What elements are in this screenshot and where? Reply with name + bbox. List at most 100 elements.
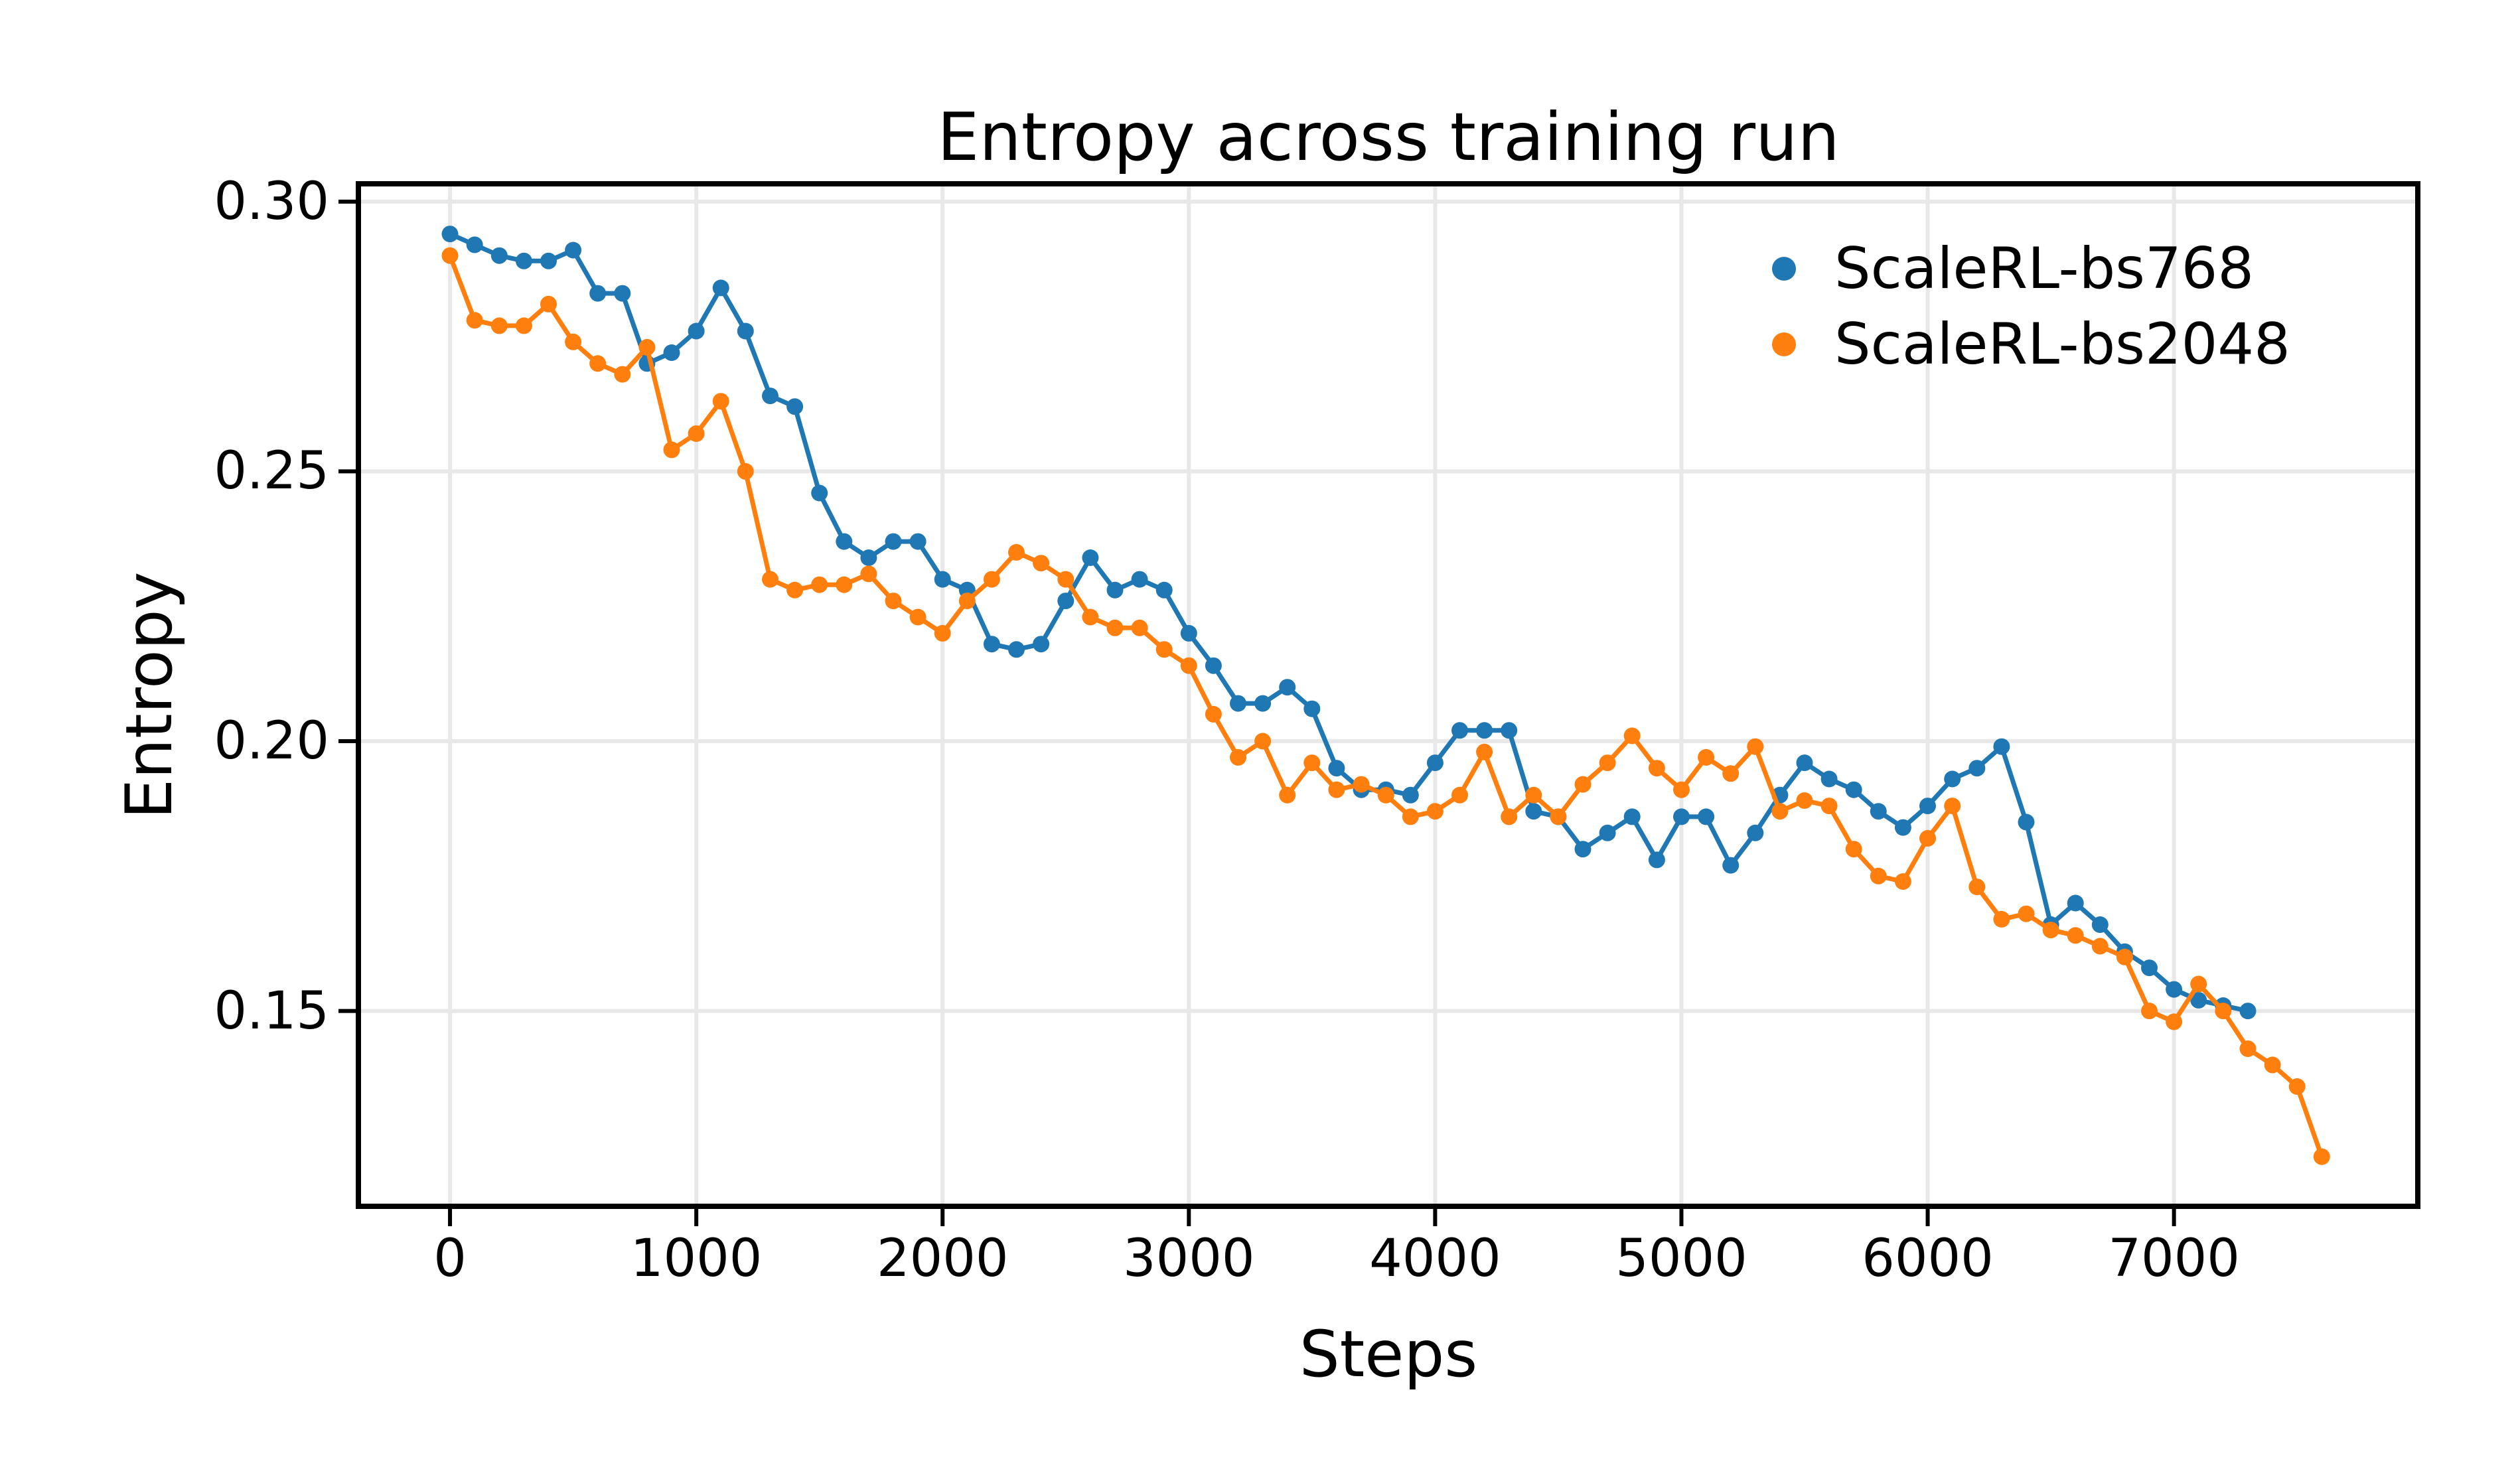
data-point-ScaleRL-bs768	[1698, 808, 1715, 825]
data-point-ScaleRL-bs2048	[1033, 555, 1050, 572]
data-point-ScaleRL-bs2048	[2239, 1040, 2257, 1057]
data-point-ScaleRL-bs768	[515, 252, 532, 269]
data-point-ScaleRL-bs768	[1919, 798, 1936, 815]
data-point-ScaleRL-bs2048	[1993, 910, 2010, 928]
data-point-ScaleRL-bs2048	[2018, 905, 2035, 922]
data-point-ScaleRL-bs768	[1230, 695, 1246, 712]
data-point-ScaleRL-bs2048	[565, 333, 582, 350]
data-point-ScaleRL-bs2048	[1377, 786, 1394, 804]
data-point-ScaleRL-bs768	[688, 322, 705, 340]
data-point-ScaleRL-bs768	[909, 533, 926, 550]
data-point-ScaleRL-bs2048	[1550, 808, 1567, 825]
x-tick-label-5000: 5000	[1615, 1229, 1747, 1289]
data-point-ScaleRL-bs768	[1155, 581, 1173, 599]
data-point-ScaleRL-bs2048	[712, 393, 729, 410]
data-point-ScaleRL-bs768	[983, 636, 1000, 653]
x-axis-label: Steps	[1299, 1317, 1478, 1391]
data-point-ScaleRL-bs2048	[1894, 873, 1911, 890]
data-point-ScaleRL-bs2048	[885, 593, 902, 610]
data-point-ScaleRL-bs768	[885, 533, 902, 550]
data-point-ScaleRL-bs2048	[1747, 738, 1764, 755]
data-point-ScaleRL-bs2048	[638, 338, 656, 356]
data-point-ScaleRL-bs2048	[2042, 922, 2059, 939]
data-point-ScaleRL-bs2048	[1106, 619, 1124, 636]
data-point-ScaleRL-bs2048	[1353, 776, 1370, 793]
data-point-ScaleRL-bs2048	[1082, 608, 1099, 626]
data-point-ScaleRL-bs768	[2239, 1003, 2257, 1020]
data-point-ScaleRL-bs768	[1574, 841, 1592, 858]
data-point-ScaleRL-bs2048	[737, 462, 754, 480]
data-point-ScaleRL-bs2048	[1328, 781, 1345, 798]
data-point-ScaleRL-bs768	[1944, 770, 1961, 788]
data-point-ScaleRL-bs768	[934, 571, 951, 588]
data-point-ScaleRL-bs2048	[1919, 829, 1936, 847]
data-point-ScaleRL-bs2048	[1574, 776, 1592, 793]
data-point-ScaleRL-bs2048	[909, 608, 926, 626]
data-point-ScaleRL-bs2048	[1131, 619, 1148, 636]
data-point-ScaleRL-bs768	[1993, 738, 2010, 755]
data-point-ScaleRL-bs2048	[466, 312, 483, 329]
data-point-ScaleRL-bs2048	[2313, 1148, 2330, 1165]
data-point-ScaleRL-bs2048	[1254, 733, 1272, 750]
data-point-ScaleRL-bs768	[786, 398, 804, 415]
data-point-ScaleRL-bs2048	[663, 441, 680, 459]
data-point-ScaleRL-bs2048	[1722, 765, 1740, 782]
data-point-ScaleRL-bs2048	[1796, 792, 1813, 809]
y-tick-label-0.20: 0.20	[214, 711, 329, 772]
data-point-ScaleRL-bs2048	[1008, 543, 1025, 561]
data-point-ScaleRL-bs768	[762, 388, 778, 405]
data-point-ScaleRL-bs768	[1968, 760, 1986, 777]
data-point-ScaleRL-bs768	[1328, 760, 1345, 777]
data-point-ScaleRL-bs2048	[1944, 798, 1961, 815]
data-point-ScaleRL-bs768	[1722, 857, 1740, 874]
data-point-ScaleRL-bs2048	[2067, 927, 2084, 944]
data-point-ScaleRL-bs768	[1845, 781, 1862, 798]
data-point-ScaleRL-bs768	[1673, 808, 1690, 825]
data-point-ScaleRL-bs768	[1501, 722, 1518, 739]
data-point-ScaleRL-bs2048	[1303, 754, 1321, 772]
data-point-ScaleRL-bs768	[2190, 991, 2207, 1009]
data-point-ScaleRL-bs768	[712, 279, 729, 297]
data-point-ScaleRL-bs2048	[1476, 743, 1493, 760]
data-point-ScaleRL-bs768	[614, 285, 631, 302]
data-point-ScaleRL-bs2048	[1180, 657, 1197, 674]
data-point-ScaleRL-bs768	[737, 322, 754, 340]
data-point-ScaleRL-bs2048	[1599, 754, 1616, 772]
x-tick-label-7000: 7000	[2108, 1229, 2240, 1289]
x-tick-label-2000: 2000	[876, 1229, 1009, 1289]
data-point-ScaleRL-bs2048	[540, 295, 557, 313]
data-point-ScaleRL-bs768	[1796, 754, 1813, 772]
data-point-ScaleRL-bs2048	[934, 624, 951, 642]
legend-item-bs2048: ScaleRL-bs2048	[1772, 316, 2290, 373]
data-point-ScaleRL-bs768	[1894, 819, 1911, 836]
x-tick-label-0: 0	[433, 1229, 467, 1289]
data-point-ScaleRL-bs2048	[1279, 786, 1296, 804]
data-point-ScaleRL-bs768	[1648, 851, 1665, 869]
data-point-ScaleRL-bs768	[1747, 824, 1764, 841]
legend: ScaleRL-bs768 ScaleRL-bs2048	[1772, 240, 2290, 373]
data-point-ScaleRL-bs2048	[515, 317, 532, 334]
legend-item-bs768: ScaleRL-bs768	[1772, 240, 2290, 297]
data-point-ScaleRL-bs2048	[614, 366, 631, 383]
y-axis-label: Entropy	[112, 571, 186, 819]
data-point-ScaleRL-bs768	[1870, 803, 1887, 820]
x-tick-label-6000: 6000	[1862, 1229, 1994, 1289]
data-point-ScaleRL-bs2048	[1673, 781, 1690, 798]
data-point-ScaleRL-bs2048	[1771, 803, 1789, 820]
data-point-ScaleRL-bs768	[860, 549, 877, 566]
data-point-ScaleRL-bs768	[1279, 679, 1296, 696]
data-point-ScaleRL-bs2048	[1845, 841, 1862, 858]
legend-label-bs2048: ScaleRL-bs2048	[1834, 311, 2290, 378]
data-point-ScaleRL-bs2048	[1230, 748, 1246, 766]
data-point-ScaleRL-bs2048	[2141, 1003, 2158, 1020]
data-point-ScaleRL-bs2048	[688, 425, 705, 442]
data-point-ScaleRL-bs2048	[1155, 641, 1173, 658]
data-point-ScaleRL-bs2048	[2288, 1078, 2306, 1095]
legend-marker-bs768-icon	[1772, 257, 1796, 281]
x-tick-label-4000: 4000	[1369, 1229, 1501, 1289]
data-point-ScaleRL-bs768	[1820, 770, 1838, 788]
data-point-ScaleRL-bs768	[490, 247, 508, 264]
data-point-ScaleRL-bs768	[1057, 593, 1075, 610]
legend-label-bs768: ScaleRL-bs768	[1834, 236, 2255, 302]
